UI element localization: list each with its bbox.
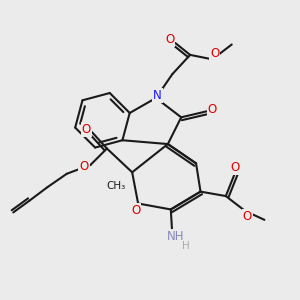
Text: O: O xyxy=(210,47,219,61)
Text: O: O xyxy=(231,161,240,174)
Text: O: O xyxy=(243,210,252,224)
Text: O: O xyxy=(80,160,88,173)
Text: H: H xyxy=(182,241,190,251)
Text: O: O xyxy=(82,123,91,136)
Text: NH: NH xyxy=(167,230,184,243)
Text: N: N xyxy=(153,89,162,102)
Text: CH₃: CH₃ xyxy=(106,181,125,191)
Text: O: O xyxy=(165,33,175,46)
Text: O: O xyxy=(131,203,140,217)
Text: O: O xyxy=(208,103,217,116)
